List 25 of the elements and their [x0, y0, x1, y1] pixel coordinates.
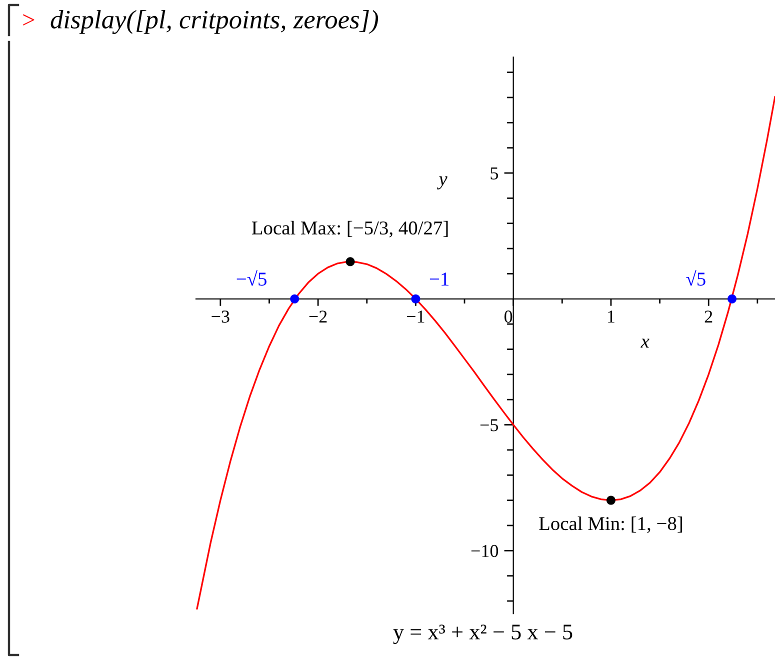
x-tick-label: −1 — [406, 310, 424, 323]
text: y = x³ + x² − 5 x − 5 — [393, 624, 572, 644]
annotation: −1 — [430, 272, 448, 286]
y-tick-label: 5 — [490, 167, 498, 180]
line-series — [196, 96, 775, 610]
annotation: −√5 — [236, 270, 266, 286]
y-axis-title: y — [437, 176, 448, 190]
text: > — [23, 14, 34, 26]
annotation: √5 — [686, 270, 706, 286]
point — [606, 496, 616, 505]
annotation: Local Max: [−5/3, 40/27] — [252, 220, 448, 238]
x-axis-title: x — [640, 338, 650, 348]
point — [290, 294, 300, 304]
x-tick-label: 2 — [704, 310, 712, 323]
point — [728, 294, 737, 304]
x-tick-label: −2 — [309, 310, 327, 323]
point — [411, 294, 420, 304]
x-tick-label: 1 — [608, 310, 614, 323]
x-tick-label: 0 — [504, 310, 512, 323]
y-tick-label: −10 — [471, 544, 498, 558]
y-tick-label: −5 — [480, 419, 498, 432]
point — [346, 257, 355, 266]
x-tick-label: −3 — [212, 310, 230, 323]
annotation: Local Min: [1, −8] — [539, 516, 682, 533]
text: display([pl, critpoints, zeroes]) — [50, 10, 378, 34]
